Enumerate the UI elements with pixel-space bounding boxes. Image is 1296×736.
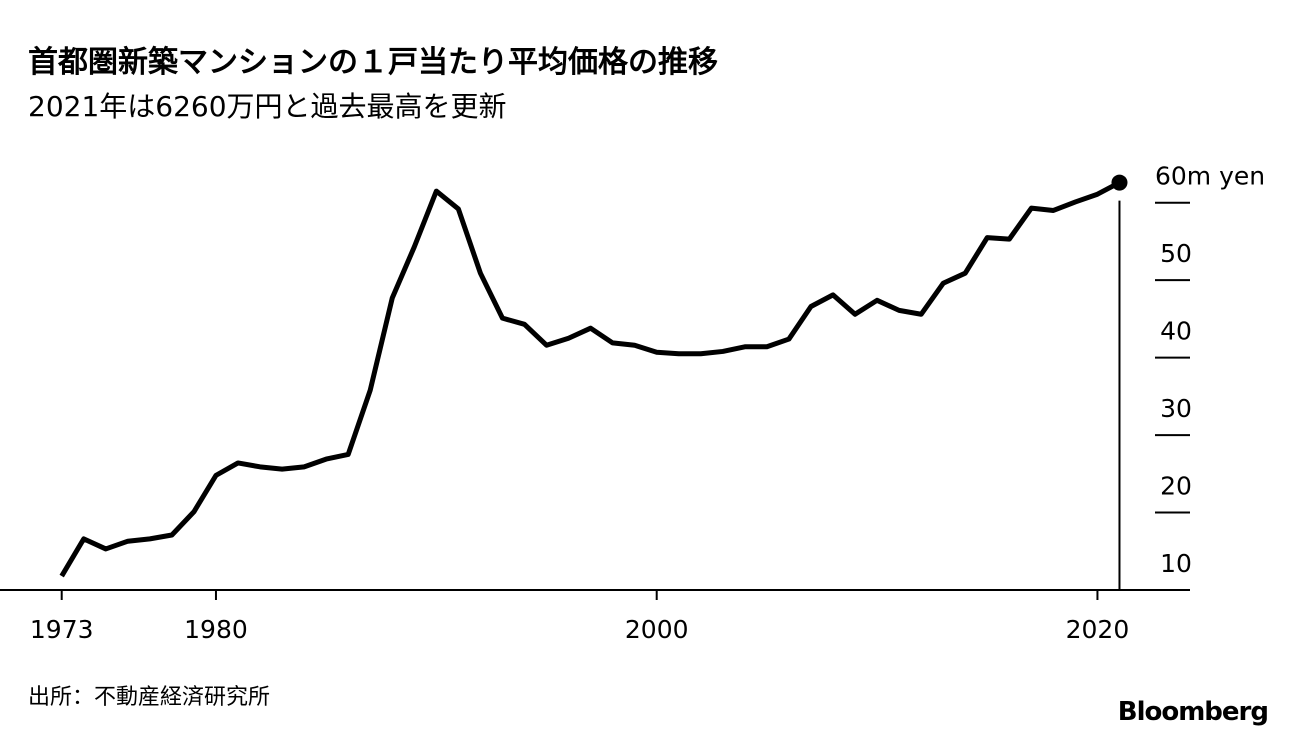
- y-tick-label: 60m yen: [1155, 162, 1265, 191]
- y-tick-label: 50: [1160, 239, 1192, 268]
- source: 出所：不動産経済研究所: [28, 685, 270, 710]
- y-tick-label: 10: [1160, 549, 1192, 578]
- chart-title: 首都圏新築マンションの１戸当たり平均価格の推移: [28, 45, 718, 80]
- end-point: [1111, 174, 1128, 191]
- y-tick-label: 40: [1160, 317, 1192, 346]
- x-tick-label: 2020: [1066, 615, 1130, 644]
- x-tick-label: 2000: [625, 615, 689, 644]
- y-tick-label: 30: [1160, 394, 1192, 423]
- line-series: [59, 180, 1121, 578]
- x-tick-label: 1973: [30, 615, 94, 644]
- x-tick-label: 1980: [184, 615, 248, 644]
- brand: Bloomberg: [1118, 697, 1268, 727]
- y-tick-label: 20: [1160, 472, 1192, 501]
- chart-subtitle: 2021年は6260万円と過去最高を更新: [28, 90, 507, 123]
